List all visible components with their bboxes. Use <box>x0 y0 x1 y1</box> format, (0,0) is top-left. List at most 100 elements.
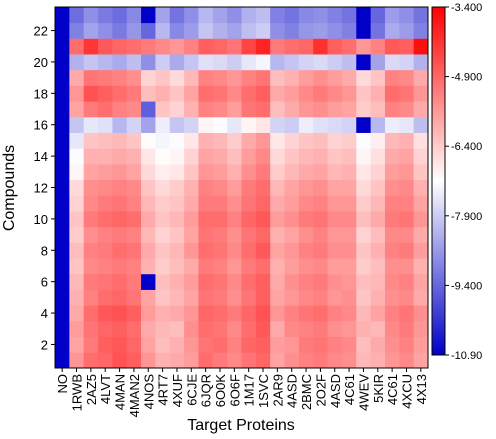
x-tick-label: 4NOS <box>141 374 156 410</box>
heatmap-cell <box>169 289 185 306</box>
heatmap-cell <box>69 85 85 102</box>
heatmap-cell <box>112 148 128 165</box>
heatmap-cell <box>55 69 70 86</box>
heatmap-cell <box>198 289 214 306</box>
heatmap-cell <box>284 22 300 39</box>
heatmap-cell <box>313 179 328 196</box>
heatmap-cell <box>255 195 271 212</box>
heatmap-cell <box>55 116 70 133</box>
y-tick-label: 10 <box>34 212 48 227</box>
heatmap-cell <box>184 242 199 259</box>
heatmap-cell <box>298 179 314 196</box>
heatmap-cell <box>83 163 99 181</box>
heatmap-cell <box>83 195 99 212</box>
heatmap-cell <box>69 336 85 353</box>
heatmap-cell <box>198 273 214 290</box>
x-tick-label: 4ASD <box>328 374 343 408</box>
heatmap-cell <box>413 320 429 338</box>
heatmap-cell <box>112 195 128 212</box>
heatmap-cell <box>126 242 142 259</box>
heatmap-cell <box>399 320 415 338</box>
colorbar-tick-label: -4.900 <box>451 72 482 84</box>
heatmap-cell <box>83 85 99 102</box>
heatmap-cell <box>356 101 372 118</box>
heatmap-cell <box>241 116 257 133</box>
heatmap-cell <box>227 289 242 306</box>
heatmap-cell <box>55 148 70 165</box>
heatmap-cell <box>384 148 400 165</box>
heatmap-cell <box>69 273 85 290</box>
heatmap-cell <box>270 258 285 275</box>
heatmap-cell <box>270 211 285 228</box>
heatmap-cell <box>55 22 70 39</box>
heatmap-cell <box>184 179 199 196</box>
heatmap-cell <box>112 85 128 102</box>
heatmap-cell <box>356 85 372 102</box>
x-tick-label: 2AZ5 <box>84 374 99 405</box>
heatmap-cell <box>341 163 357 181</box>
heatmap-cell <box>83 69 99 86</box>
heatmap-cell <box>413 211 429 228</box>
heatmap-cell <box>98 132 113 149</box>
heatmap-cell <box>255 163 271 181</box>
heatmap-cell <box>399 258 415 275</box>
heatmap-cell <box>356 336 372 353</box>
heatmap-cell <box>370 226 386 243</box>
heatmap-cell <box>126 336 142 353</box>
heatmap-cell <box>112 305 128 322</box>
heatmap-cell <box>98 226 113 243</box>
heatmap-cell <box>341 22 357 39</box>
heatmap-cell <box>212 163 228 181</box>
heatmap-cell <box>341 226 357 243</box>
heatmap-cell <box>270 226 285 243</box>
heatmap-cell <box>413 258 429 275</box>
heatmap-cell <box>399 38 415 55</box>
heatmap-cell <box>227 69 242 86</box>
heatmap-cell <box>370 289 386 306</box>
heatmap-cell <box>98 148 113 165</box>
heatmap-cell <box>356 352 372 369</box>
heatmap-cell <box>126 85 142 102</box>
heatmap-cell <box>184 336 199 353</box>
heatmap-cell <box>126 226 142 243</box>
heatmap-cell <box>384 211 400 228</box>
heatmap-cell <box>212 38 228 55</box>
heatmap-cell <box>370 352 386 369</box>
heatmap-cell <box>212 195 228 212</box>
heatmap-cell <box>298 7 314 24</box>
heatmap-cell <box>284 289 300 306</box>
heatmap-cell <box>313 132 328 149</box>
heatmap-cell <box>198 336 214 353</box>
heatmap-cell <box>112 179 128 196</box>
heatmap-cell <box>155 211 171 228</box>
heatmap-cell <box>413 352 429 369</box>
heatmap-cell <box>198 242 214 259</box>
heatmap-cell <box>327 320 343 338</box>
heatmap-cell <box>212 179 228 196</box>
heatmap-cell <box>198 226 214 243</box>
heatmap-cell <box>55 101 70 118</box>
heatmap-cell <box>169 226 185 243</box>
heatmap-cell <box>98 69 113 86</box>
heatmap-cell <box>341 305 357 322</box>
heatmap-cell <box>98 352 113 369</box>
heatmap-cell <box>384 273 400 290</box>
x-tick-label: 6CJE <box>184 374 199 406</box>
heatmap-cell <box>198 116 214 133</box>
heatmap-cell <box>69 38 85 55</box>
heatmap-cell <box>198 7 214 24</box>
heatmap-cell <box>98 305 113 322</box>
heatmap-cell <box>184 289 199 306</box>
heatmap-cell <box>370 273 386 290</box>
heatmap-cell <box>169 336 185 353</box>
heatmap-cell <box>83 179 99 196</box>
heatmap-cell <box>284 101 300 118</box>
heatmap-cell <box>155 320 171 338</box>
heatmap-cell <box>184 54 199 71</box>
heatmap-cell <box>413 22 429 39</box>
heatmap-cell <box>313 289 328 306</box>
heatmap-cell <box>313 352 328 369</box>
heatmap-cell <box>227 352 242 369</box>
heatmap-cell <box>384 179 400 196</box>
heatmap-cell <box>212 22 228 39</box>
